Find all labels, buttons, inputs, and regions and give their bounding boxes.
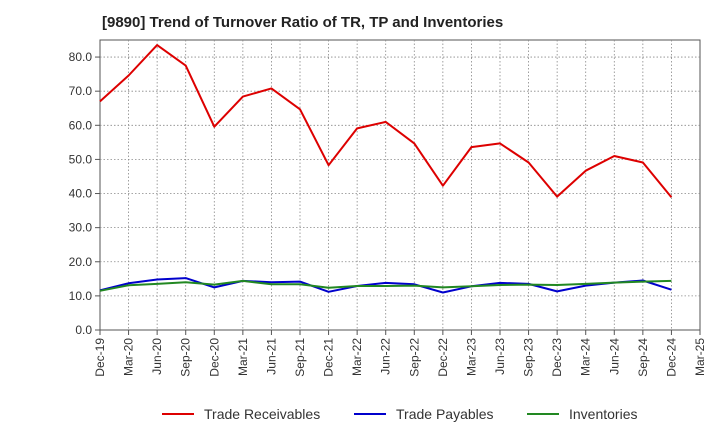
plot-area-frame bbox=[99, 39, 701, 331]
x-tick-label: Mar-20 bbox=[122, 338, 136, 376]
y-tick-label: 50.0 bbox=[69, 152, 93, 166]
x-tick-label: Sep-22 bbox=[407, 338, 421, 377]
x-tick-label: Jun-22 bbox=[379, 338, 393, 375]
x-tick-label: Sep-21 bbox=[293, 338, 307, 377]
legend-label: Trade Payables bbox=[396, 406, 494, 422]
y-tick-label: 30.0 bbox=[69, 221, 93, 235]
y-tick-label: 60.0 bbox=[69, 118, 93, 132]
y-tick-label: 80.0 bbox=[69, 50, 93, 64]
x-tick-label: Mar-22 bbox=[350, 338, 364, 376]
y-tick-label: 40.0 bbox=[69, 187, 93, 201]
series-line-1 bbox=[99, 44, 673, 198]
x-tick-label: Sep-23 bbox=[522, 338, 536, 377]
x-tick-label: Dec-23 bbox=[550, 338, 564, 377]
x-tick-label: Jun-21 bbox=[264, 338, 278, 375]
x-tick-label: Mar-23 bbox=[464, 338, 478, 376]
x-tick-label: Jun-23 bbox=[493, 338, 507, 375]
x-tick-label: Mar-25 bbox=[693, 338, 707, 376]
y-tick-label: 10.0 bbox=[69, 289, 93, 303]
x-tick-label: Dec-21 bbox=[322, 338, 336, 377]
chart-title: [9890] Trend of Turnover Ratio of TR, TP… bbox=[102, 14, 504, 31]
y-tick-label: 70.0 bbox=[69, 84, 93, 98]
x-tick-label: Mar-21 bbox=[236, 338, 250, 376]
x-tick-label: Dec-24 bbox=[664, 338, 678, 377]
legend-label: Trade Receivables bbox=[204, 406, 320, 422]
x-tick-label: Dec-20 bbox=[207, 338, 221, 377]
y-tick-label: 20.0 bbox=[69, 255, 93, 269]
series-line-2 bbox=[99, 277, 672, 294]
x-tick-label: Sep-20 bbox=[179, 338, 193, 377]
y-tick-label: 0.0 bbox=[75, 323, 92, 337]
series-line-3 bbox=[99, 279, 672, 292]
x-tick-label: Sep-24 bbox=[636, 338, 650, 377]
x-tick-label: Mar-24 bbox=[579, 338, 593, 376]
legend-label: Inventories bbox=[569, 406, 637, 422]
x-tick-label: Dec-19 bbox=[93, 338, 107, 377]
x-tick-label: Dec-22 bbox=[436, 338, 450, 377]
x-tick-label: Jun-20 bbox=[150, 338, 164, 375]
x-tick-label: Jun-24 bbox=[607, 338, 621, 375]
